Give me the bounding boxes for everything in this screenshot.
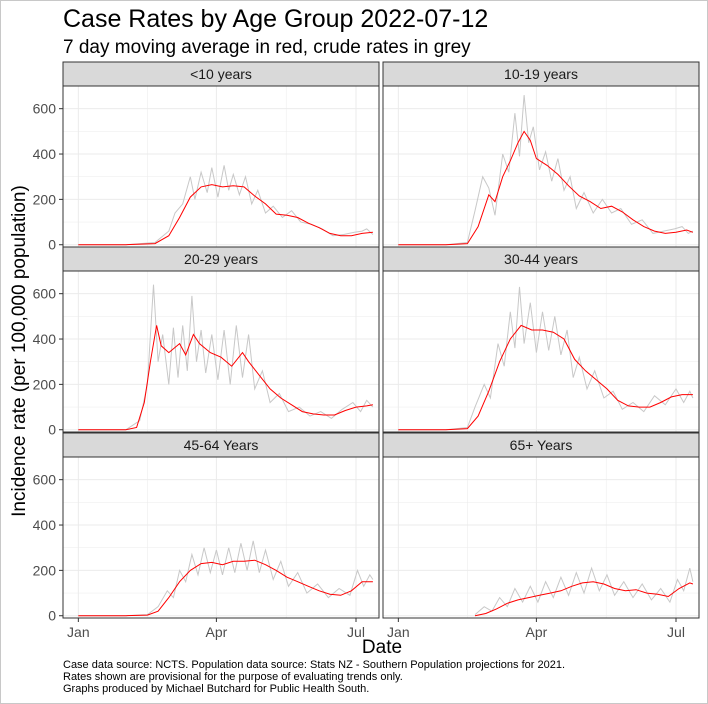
y-tick-label: 0	[48, 237, 56, 253]
facet-strip	[62, 246, 380, 272]
facet-label: 45-64 Years	[184, 437, 259, 453]
y-tick-label: 200	[33, 562, 57, 578]
y-tick-label: 400	[33, 517, 57, 533]
x-tick-label: Apr	[525, 624, 547, 640]
y-tick-label: 600	[33, 286, 57, 302]
y-tick-label: 600	[33, 472, 57, 488]
moving-average-line	[398, 130, 694, 246]
facet-label: 65+ Years	[510, 437, 573, 453]
y-tick-label: 200	[33, 376, 57, 392]
panel-border	[62, 456, 380, 619]
facet-strip	[382, 61, 700, 87]
facet-panel: 20-29 years 0 200 400 600	[33, 246, 380, 438]
facet-panel: 10-19 years	[382, 61, 700, 248]
moving-average-line	[78, 559, 373, 617]
facet-panel: 45-64 Years 0 200 400 600 Jan Apr Jul	[33, 432, 380, 640]
facet-label: 10-19 years	[504, 66, 578, 82]
caption-line-provisional: Rates shown are provisional for the purp…	[63, 671, 403, 683]
facet-strip	[382, 432, 700, 458]
x-tick-label: Jul	[667, 624, 685, 640]
chart-subtitle: 7 day moving average in red, crude rates…	[63, 37, 471, 58]
x-tick-label: Jul	[347, 624, 365, 640]
panel-background	[63, 457, 379, 618]
moving-average-line	[474, 581, 694, 617]
x-tick-label: Jan	[387, 624, 410, 640]
x-axis-title: Date	[362, 637, 402, 658]
facet-label: 20-29 years	[184, 251, 258, 267]
crude-rate-line	[78, 165, 374, 246]
caption-line-source: Case data source: NCTS. Population data …	[63, 659, 565, 671]
facet-strip	[382, 246, 700, 272]
x-tick-label: Apr	[205, 624, 227, 640]
y-tick-label: 400	[33, 146, 57, 162]
facet-panel: <10 years 0 200 400 600	[33, 61, 380, 253]
crude-rate-line	[398, 95, 694, 246]
panel-background	[63, 86, 379, 247]
x-tick-label: Jan	[67, 624, 90, 640]
crude-rate-line	[78, 540, 374, 617]
moving-average-line	[78, 184, 373, 246]
panel-border	[382, 270, 700, 433]
facet-label: <10 years	[190, 66, 252, 82]
facet-panel: 65+ Years Jan Apr Jul	[382, 432, 700, 640]
y-tick-label: 0	[48, 608, 56, 624]
y-tick-label: 600	[33, 101, 57, 117]
y-axis-title: Incidence rate (per 100,000 population)	[9, 185, 30, 517]
panel-border	[382, 456, 700, 619]
facet-strip	[62, 432, 380, 458]
panel-border	[62, 270, 380, 433]
crude-rate-line	[474, 566, 694, 615]
moving-average-line	[78, 325, 373, 431]
facet-strip	[62, 61, 380, 87]
y-tick-label: 200	[33, 191, 57, 207]
crude-rate-line	[78, 284, 374, 431]
facet-label: 30-44 years	[504, 251, 578, 267]
y-tick-label: 400	[33, 331, 57, 347]
moving-average-line	[398, 324, 693, 431]
chart-caption: Case data source: NCTS. Population data …	[63, 659, 565, 695]
caption-line-credit: Graphs produced by Michael Butchard for …	[63, 683, 370, 695]
chart-title: Case Rates by Age Group 2022-07-12	[63, 5, 489, 33]
y-tick-label: 0	[48, 422, 56, 438]
panel-background	[383, 271, 699, 432]
facet-panel: 30-44 years	[382, 246, 700, 433]
